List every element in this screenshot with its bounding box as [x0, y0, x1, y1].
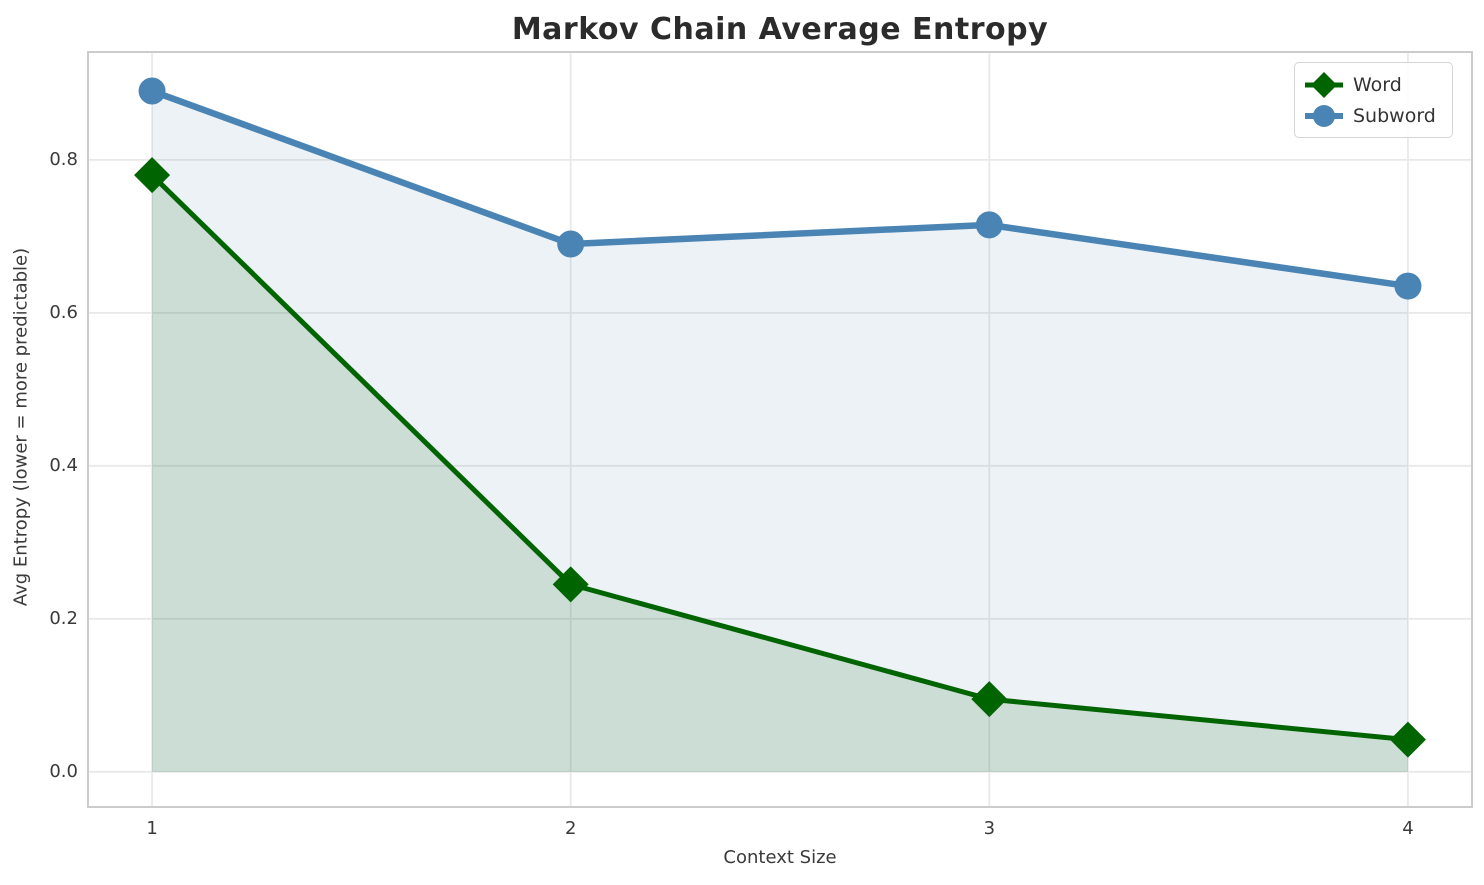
y-tick-label: 0.2	[49, 607, 78, 629]
series-fill-subword	[152, 91, 1408, 772]
data-point-subword	[1394, 272, 1422, 300]
legend-label-subword: Subword	[1353, 104, 1436, 127]
data-point-subword	[975, 211, 1003, 239]
series-line-subword	[148, 87, 1412, 290]
x-tick-label: 3	[983, 818, 996, 839]
y-tick-label: 0.8	[49, 148, 78, 170]
y-tick-label: 0.4	[49, 454, 78, 476]
data-point-subword	[138, 77, 166, 105]
series-fill-word	[152, 175, 1408, 772]
x-axis-label: Context Size	[723, 847, 837, 868]
subword-circle-marker-icon	[1305, 104, 1343, 127]
x-tick-label: 2	[564, 818, 577, 839]
data-point-word	[552, 566, 589, 603]
x-tick-label: 4	[1402, 818, 1414, 839]
legend: Word Subword	[1294, 62, 1453, 138]
series-line-word	[149, 172, 1411, 743]
y-tick-label: 0.6	[49, 301, 78, 323]
plot-background	[88, 52, 1472, 807]
legend-item-subword: Subword	[1303, 101, 1436, 130]
word-diamond-marker-icon	[1305, 71, 1343, 98]
y-tick-label: 0.0	[49, 760, 78, 782]
data-point-word	[971, 681, 1008, 718]
data-point-word	[1389, 721, 1426, 758]
legend-item-word: Word	[1303, 70, 1436, 99]
legend-label-word: Word	[1353, 73, 1402, 96]
x-tick-label: 1	[146, 818, 158, 839]
plot-border	[87, 51, 1473, 808]
chart-title: Markov Chain Average Entropy	[511, 12, 1049, 47]
data-point-word	[134, 157, 171, 194]
data-point-subword	[557, 230, 585, 258]
